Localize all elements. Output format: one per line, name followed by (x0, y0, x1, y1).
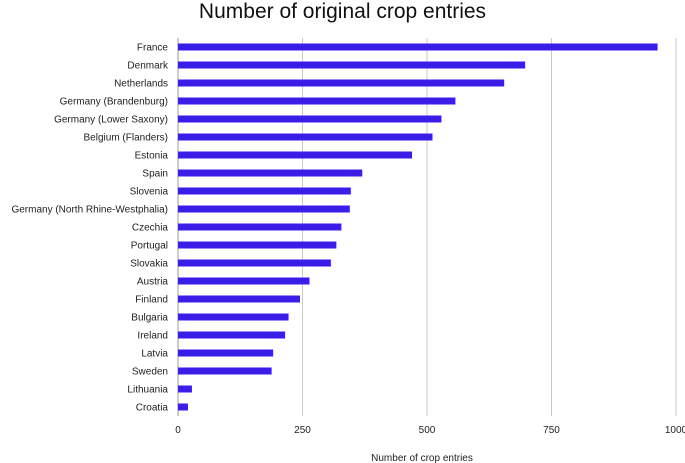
category-label: France (137, 43, 169, 54)
bar (178, 133, 433, 141)
category-label: Estonia (135, 151, 169, 162)
bar (178, 151, 413, 159)
bar (178, 385, 192, 393)
bar (178, 277, 310, 285)
x-tick-label: 500 (419, 425, 436, 436)
category-label: Slovenia (130, 187, 169, 198)
category-label: Croatia (136, 403, 169, 414)
category-label: Germany (Brandenburg) (60, 97, 168, 108)
category-label: Finland (135, 295, 168, 306)
x-tick-labels: 0 250 500 750 1000 (175, 425, 685, 436)
bar (178, 241, 337, 249)
category-label: Czechia (132, 223, 169, 234)
category-label: Latvia (141, 349, 168, 360)
x-tick-label: 750 (543, 425, 560, 436)
category-label: Bulgaria (131, 313, 168, 324)
bars (178, 43, 658, 411)
bar (178, 295, 301, 303)
category-label: Germany (Lower Saxony) (54, 115, 168, 126)
bar (178, 79, 505, 87)
bar (178, 43, 658, 51)
bar (178, 349, 274, 357)
bar (178, 169, 363, 177)
category-label: Lithuania (127, 385, 168, 396)
bar (178, 223, 342, 231)
category-label: Netherlands (114, 79, 168, 90)
bar (178, 205, 350, 213)
category-labels: France Denmark Netherlands Germany (Branden… (11, 43, 169, 414)
category-label: Spain (142, 169, 168, 180)
x-axis-title: Number of crop entries (371, 453, 473, 463)
bar (178, 403, 188, 411)
bar (178, 367, 272, 375)
category-label: Sweden (132, 367, 168, 378)
x-tick-label: 0 (175, 425, 181, 436)
bar (178, 331, 286, 339)
category-label: Portugal (131, 241, 168, 252)
x-tick-label: 1000 (665, 425, 685, 436)
chart-title: Number of original crop entries (198, 0, 487, 23)
category-label: Denmark (127, 61, 169, 72)
category-label: Ireland (137, 331, 168, 342)
category-label: Belgium (Flanders) (84, 133, 168, 144)
bar (178, 187, 351, 195)
bar (178, 61, 526, 69)
bar (178, 313, 289, 321)
x-tick-label: 250 (294, 425, 311, 436)
category-label: Austria (137, 277, 169, 288)
bar (178, 115, 442, 123)
category-label: Slovakia (130, 259, 168, 270)
bar (178, 97, 456, 105)
category-label: Germany (North Rhine-Westphalia) (11, 205, 168, 216)
bar (178, 259, 331, 267)
